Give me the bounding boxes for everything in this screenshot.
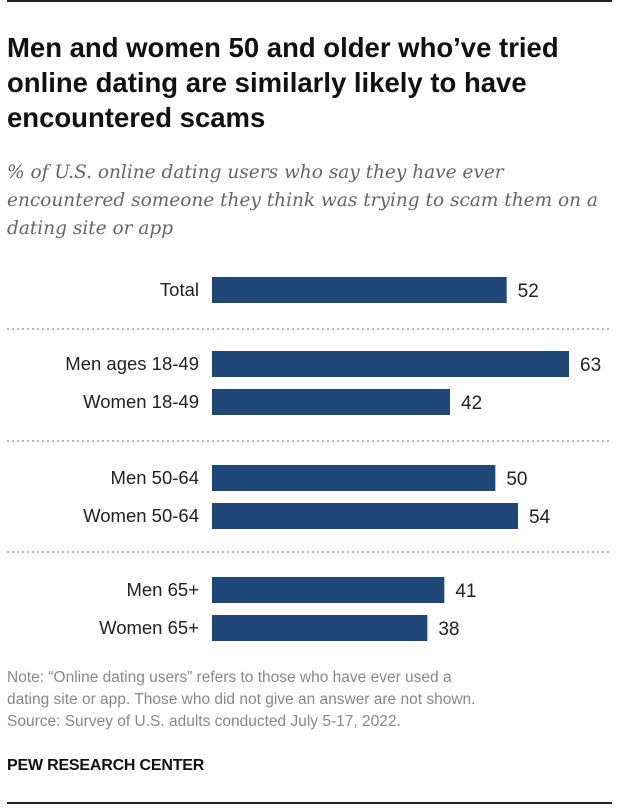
value-label-men-50-64: 50 [506, 469, 527, 490]
value-label-total: 52 [518, 281, 539, 302]
category-label-men-50-64: Men 50-64 [111, 467, 199, 488]
value-label-women-18-49: 42 [461, 393, 482, 414]
bar-men-65 [212, 577, 445, 603]
note-line-3: Source: Survey of U.S. adults conducted … [7, 713, 401, 730]
category-label-women-65: Women 65+ [99, 617, 199, 638]
bar-total [212, 277, 507, 303]
bar-men-50-64 [212, 465, 496, 491]
category-label-men-65: Men 65+ [126, 579, 199, 600]
value-label-men-65: 41 [455, 581, 476, 602]
top-rule [7, 0, 612, 2]
category-label-women-18-49: Women 18-49 [83, 391, 199, 412]
value-label-women-50-64: 54 [529, 507, 551, 528]
bar-women-65 [212, 615, 428, 641]
bar-women-50-64 [212, 503, 518, 529]
bar-women-18-49 [212, 389, 450, 415]
category-label-total: Total [160, 279, 199, 300]
chart-subtitle: % of U.S. online dating users who say th… [7, 162, 598, 239]
bar-chart: Total 52 Men ages 18-49 63 Women 18-49 42 Men … [7, 277, 612, 641]
category-label-men-ages-18-49: Men ages 18-49 [65, 353, 199, 374]
bar-men-ages-18-49 [212, 351, 569, 377]
chart-title: Men and women 50 and older who’ve tried … [7, 32, 559, 133]
note-line-1: Note: “Online dating users” refers to th… [7, 669, 452, 686]
note-line-2: dating site or app. Those who did not gi… [7, 691, 476, 708]
bottom-rule [7, 802, 612, 804]
category-label-women-50-64: Women 50-64 [83, 505, 199, 526]
pew-logo-text: PEW RESEARCH CENTER [7, 757, 205, 774]
value-label-men-ages-18-49: 63 [580, 355, 601, 376]
chart-note: Note: “Online dating users” refers to th… [7, 667, 612, 733]
value-label-women-65: 38 [438, 619, 459, 640]
